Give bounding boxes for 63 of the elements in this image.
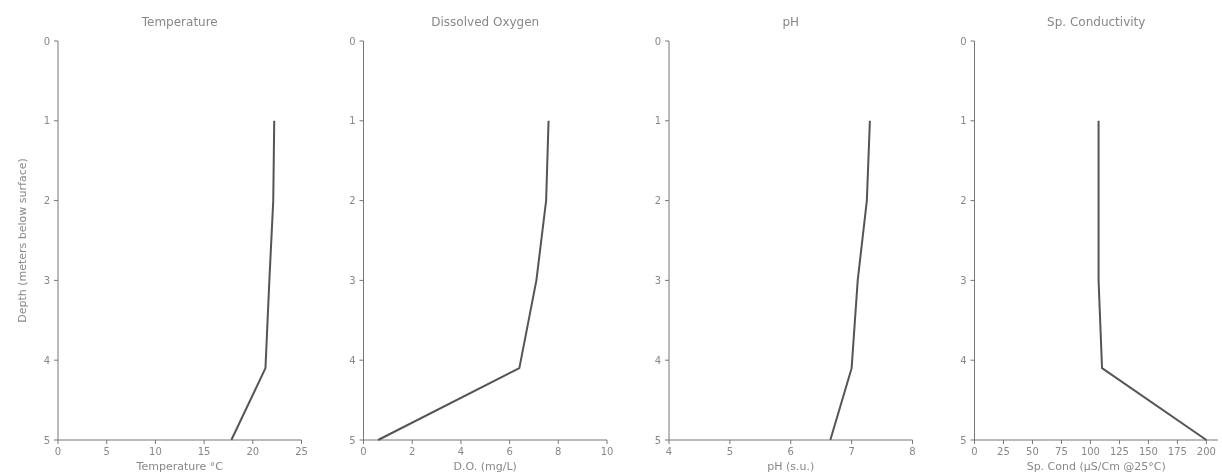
y-tick-label: 1	[654, 115, 661, 127]
y-tick-label: 0	[349, 35, 356, 47]
line-series	[829, 119, 871, 441]
y-tick-label: 0	[43, 35, 50, 47]
x-tick-label: 8	[909, 446, 916, 457]
y-tick-label: 4	[960, 354, 967, 366]
x-tick-label: 6	[506, 446, 513, 457]
x-tick-label: 25	[295, 446, 308, 457]
x-tick-label: 4	[665, 446, 673, 457]
y-tick-label: 3	[43, 274, 50, 286]
line-series	[1097, 119, 1208, 441]
x-tick-label: 100	[1080, 446, 1100, 457]
y-axis-title: Depth (meters below surface)	[16, 158, 29, 323]
y-tick-label: 5	[960, 434, 967, 446]
x-tick-label: 4	[457, 446, 465, 457]
x-tick-label: 200	[1196, 446, 1216, 457]
y-tick-label: 4	[349, 354, 356, 366]
y-tick-label: 2	[349, 195, 356, 207]
y-tick-label: 3	[654, 274, 661, 286]
y-tick-label: 2	[43, 195, 50, 207]
x-tick-label: 6	[787, 446, 794, 457]
x-axis-title: Sp. Cond (µS/Cm @25°C)	[1026, 460, 1166, 473]
x-tick-label: 25	[997, 446, 1010, 457]
y-tick-label: 5	[654, 434, 661, 446]
x-tick-label: 20	[246, 446, 260, 457]
x-tick-label: 0	[360, 446, 367, 457]
x-axis-title: pH (s.u.)	[767, 460, 815, 473]
x-tick-label: 15	[197, 446, 211, 457]
y-tick-label: 2	[960, 195, 967, 207]
y-tick-label: 3	[349, 274, 356, 286]
x-tick-label: 125	[1109, 446, 1129, 457]
x-axis-title: Temperature °C	[135, 460, 224, 473]
x-tick-label: 0	[54, 446, 62, 457]
x-tick-label: 10	[600, 446, 614, 457]
x-tick-label: 0	[971, 446, 978, 457]
chart-title: pH	[782, 15, 800, 29]
x-tick-label: 5	[726, 446, 734, 457]
x-tick-label: 7	[848, 446, 855, 457]
y-tick-label: 0	[960, 35, 967, 47]
y-tick-label: 4	[654, 354, 661, 366]
chart-title: Temperature	[140, 15, 218, 29]
x-tick-label: 150	[1138, 446, 1158, 457]
y-tick-label: 3	[960, 274, 967, 286]
y-tick-label: 1	[960, 115, 967, 127]
x-tick-label: 75	[1055, 446, 1068, 457]
chart-title: Dissolved Oxygen	[431, 15, 540, 29]
line-series	[377, 119, 550, 441]
x-tick-label: 2	[409, 446, 416, 457]
y-tick-label: 5	[349, 434, 356, 446]
x-tick-label: 175	[1167, 446, 1187, 457]
y-tick-label: 4	[43, 354, 50, 366]
y-tick-label: 5	[43, 434, 50, 446]
y-tick-label: 2	[654, 195, 661, 207]
y-tick-label: 0	[654, 35, 661, 47]
x-tick-label: 5	[103, 446, 110, 457]
x-tick-label: 8	[555, 446, 562, 457]
x-tick-label: 10	[149, 446, 162, 457]
chart-title: Sp. Conductivity	[1047, 15, 1146, 29]
x-axis-title: D.O. (mg/L)	[453, 460, 517, 473]
y-tick-label: 1	[349, 115, 356, 127]
x-tick-label: 50	[1026, 446, 1039, 457]
y-tick-label: 1	[43, 115, 50, 127]
line-series	[230, 119, 276, 441]
